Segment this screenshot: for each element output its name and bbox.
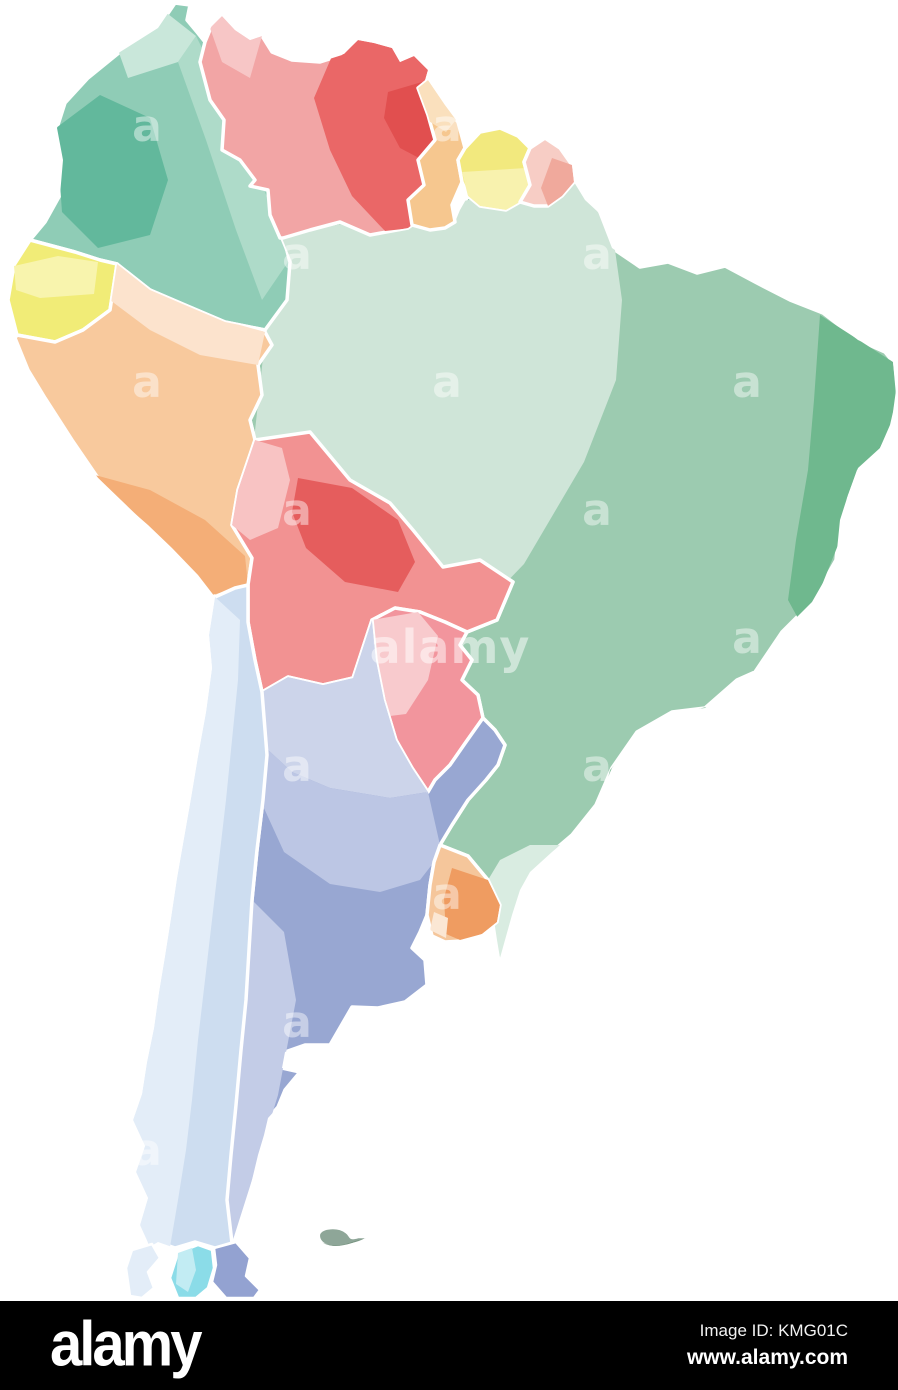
country-guyana xyxy=(406,78,467,232)
country-uruguay xyxy=(425,843,502,944)
country-chile xyxy=(124,583,269,1300)
falkland-islands-shape xyxy=(317,1226,370,1249)
country-venezuela xyxy=(198,14,442,240)
country-falkland-islands xyxy=(317,1226,370,1249)
country-suriname xyxy=(456,126,532,212)
country-tierra-del-fuego-argentina xyxy=(210,1240,262,1300)
country-tierra-del-fuego-chile xyxy=(168,1243,216,1300)
country-peru xyxy=(13,262,274,599)
website-text: www.alamy.com xyxy=(686,1346,848,1369)
alamy-logo: alamy xyxy=(50,1309,202,1380)
footer-info: Image ID: KMG01C www.alamy.com xyxy=(687,1321,848,1370)
tierra-del-fuego-chile-shade xyxy=(176,1248,196,1292)
image-id-text: Image ID: KMG01C xyxy=(699,1321,848,1340)
footer-bar: alamy Image ID: KMG01C www.alamy.com xyxy=(0,1301,898,1390)
tierra-del-fuego-argentina-shape xyxy=(210,1240,262,1300)
south-america-map xyxy=(6,1,898,1300)
chile-fjords-shape xyxy=(124,1242,162,1300)
country-french-guiana xyxy=(518,136,576,208)
